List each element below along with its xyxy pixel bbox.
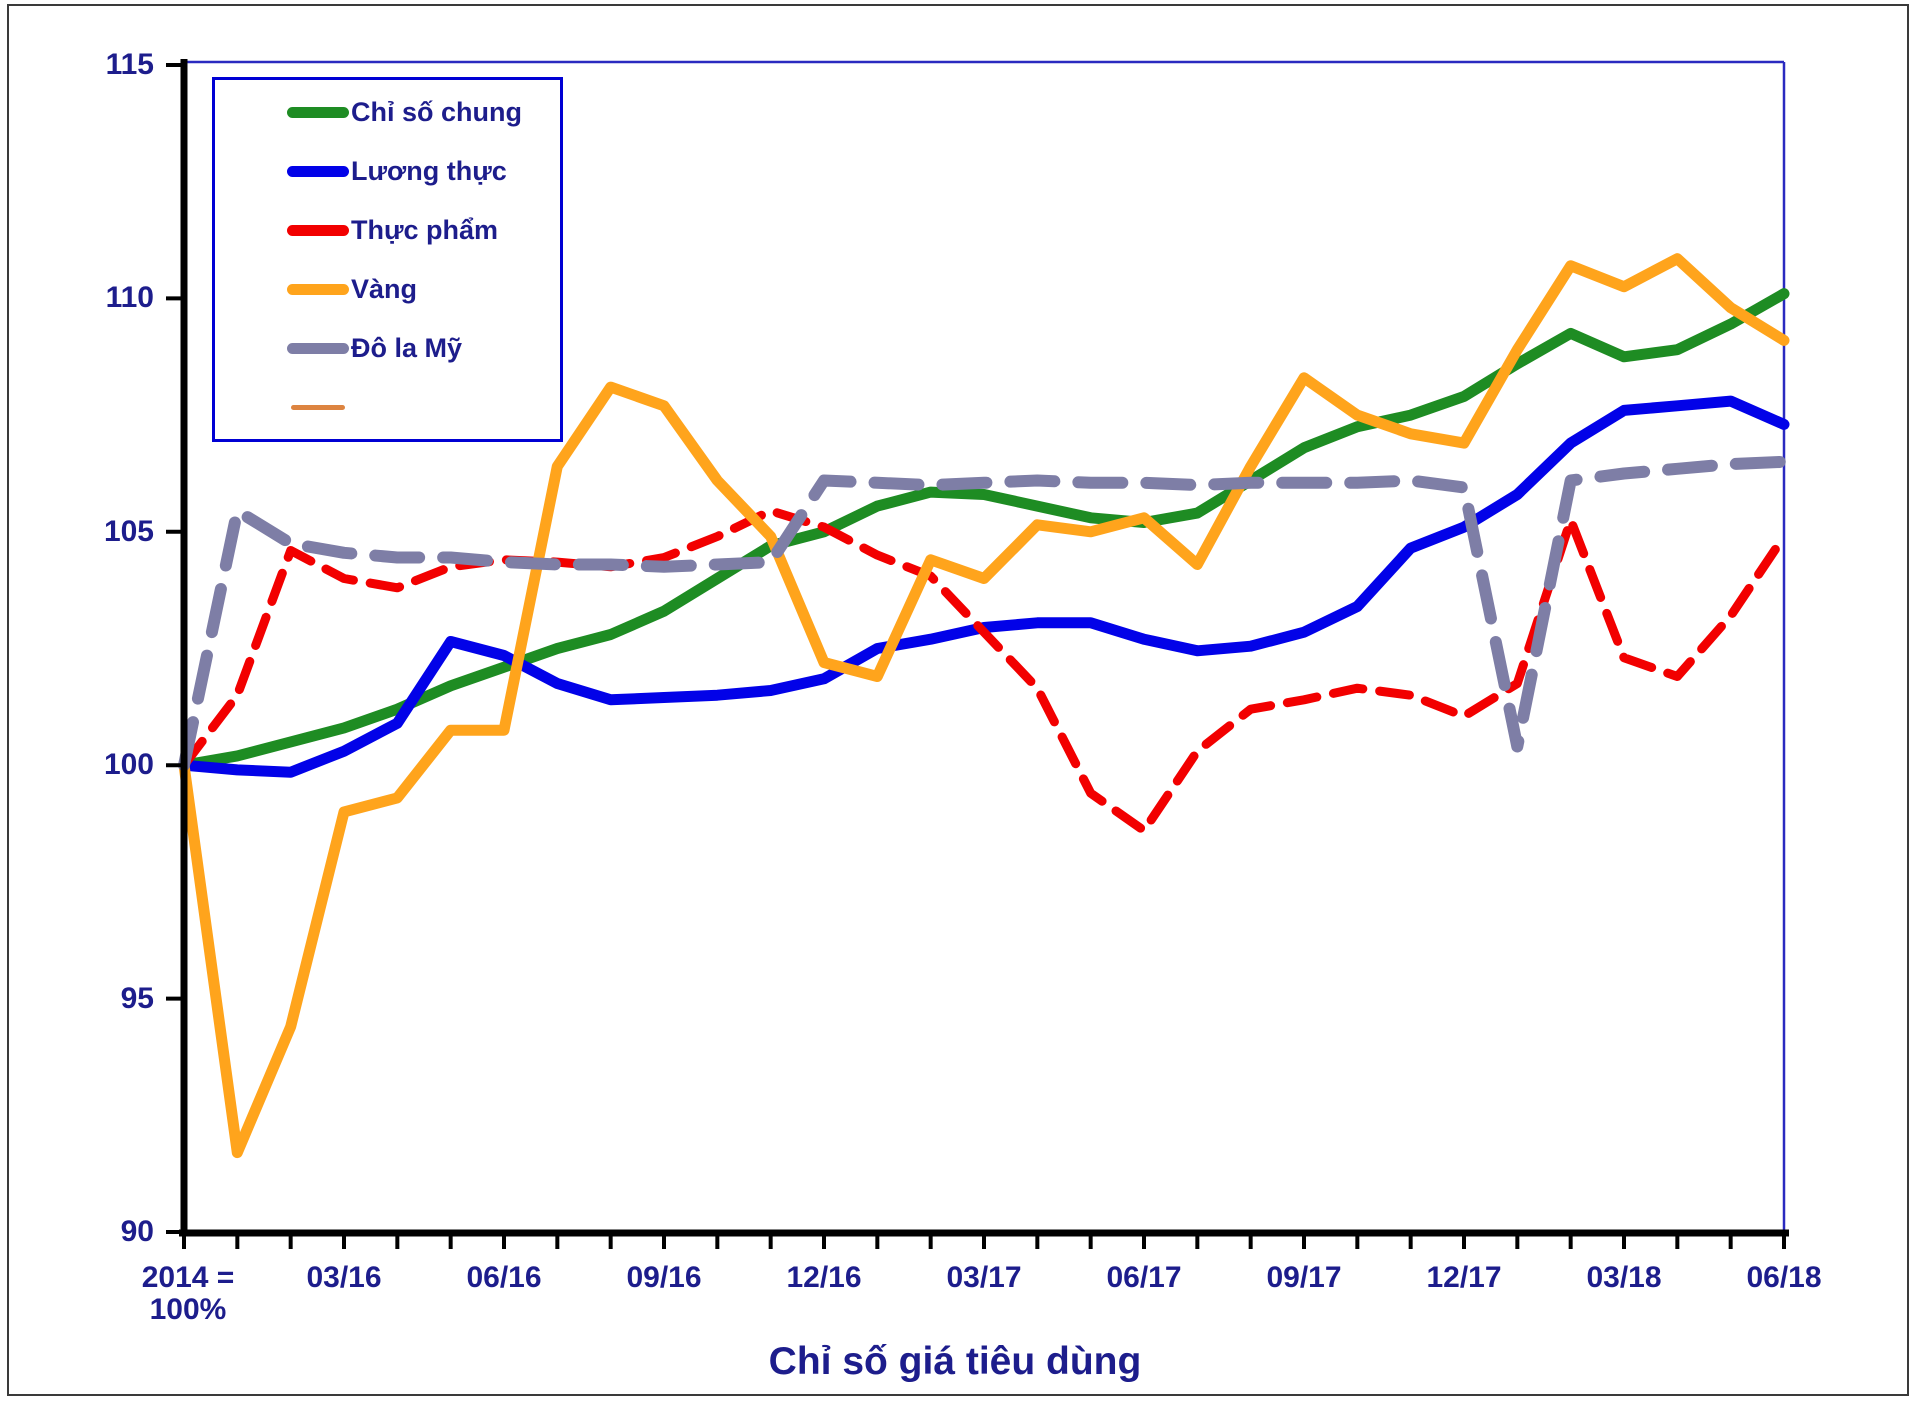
- axes: [166, 59, 1789, 1249]
- chart-outer-frame: [7, 4, 1909, 1396]
- series-line-l-ng-th-c: [178, 395, 1790, 778]
- legend-item-vang: Vàng: [215, 262, 560, 316]
- legend-label: Thực phẩm: [351, 214, 499, 245]
- legend-label: Chỉ số chung: [351, 96, 522, 127]
- series-lines: [178, 253, 1790, 1159]
- y-tick-label-115: 115: [105, 48, 154, 81]
- legend-line-swatch-green: [287, 106, 349, 118]
- chart-title: Chỉ số giá tiêu dùng: [768, 1340, 1142, 1383]
- series-line-ch-s-chung: [178, 288, 1790, 771]
- legend-item-luong-thuc: Lương thực: [215, 144, 560, 198]
- plot-frame-lines: [184, 60, 1786, 1234]
- x-base-label-2014-100pct: 2014 = 100%: [141, 1261, 235, 1326]
- legend-line-swatch-tan: [291, 404, 345, 410]
- legend-label: Lương thực: [351, 155, 507, 186]
- legend-item-thuc-pham: Thực phẩm: [215, 203, 560, 257]
- y-tick-label-95: 95: [120, 981, 154, 1015]
- x-tick-label-06-18: 06/18: [1746, 1261, 1822, 1294]
- x-tick-label-12-16: 12/16: [786, 1261, 862, 1294]
- x-tick-label-09-16: 09/16: [626, 1261, 702, 1294]
- x-tick-label-12-17: 12/17: [1426, 1261, 1502, 1294]
- legend-item-chi-so-chung: Chỉ số chung: [215, 85, 560, 139]
- series-line-th-c-ph-m: [179, 506, 1789, 836]
- legend-item-do-la-my: Đô la Mỹ: [215, 321, 560, 375]
- legend-line-swatch-blue: [287, 165, 349, 177]
- x-tick-label-06-17: 06/17: [1106, 1261, 1182, 1294]
- legend-line-swatch-red: [287, 224, 349, 236]
- legend-line-swatch-orange: [287, 283, 349, 295]
- legend-label: Vàng: [351, 273, 418, 304]
- legend-box: Chỉ số chung Lương thực Thực phẩm Vàng Đ…: [212, 77, 563, 442]
- x-tick-label-03-17: 03/17: [946, 1261, 1022, 1294]
- series-line--la-m-: [178, 455, 1790, 772]
- y-tick-label-110: 110: [105, 281, 154, 315]
- legend-line-swatch-slate: [287, 342, 349, 354]
- x-tick-label-09-17: 09/17: [1266, 1261, 1342, 1294]
- x-tick-label-03-16: 03/16: [306, 1261, 382, 1294]
- y-tick-label-105: 105: [103, 514, 154, 548]
- y-tick-label-100: 100: [103, 748, 154, 782]
- y-tick-label-90: 90: [120, 1215, 154, 1248]
- x-tick-label-06-16: 06/16: [466, 1261, 542, 1294]
- legend-label: Đô la Mỹ: [351, 332, 463, 363]
- legend-item-unlabeled: [215, 380, 560, 434]
- x-tick-label-03-18: 03/18: [1586, 1261, 1662, 1294]
- series-line-v-ng: [178, 253, 1790, 1159]
